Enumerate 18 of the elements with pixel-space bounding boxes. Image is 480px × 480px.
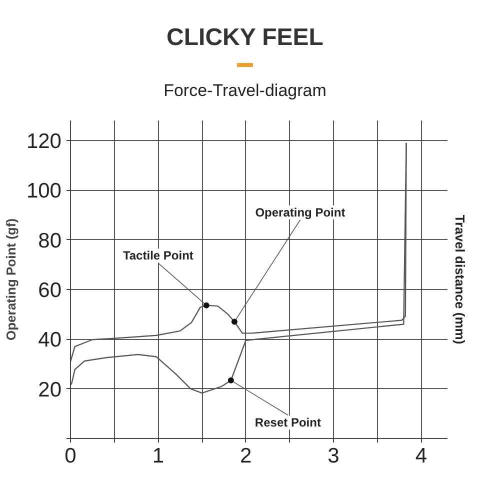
- annotation: Operating Point: [255, 205, 346, 220]
- x-tick-label: 1: [152, 444, 164, 468]
- chart-subtitle: Force-Travel-diagram: [162, 80, 328, 102]
- y-tick-label: 60: [38, 278, 62, 302]
- y-tick-label: 80: [38, 229, 62, 252]
- x-tick-label: 3: [328, 444, 340, 468]
- y-axis-title: Operating Point (gf): [3, 218, 18, 341]
- y-tick-label: 100: [26, 180, 62, 203]
- annotation: Tactile Point: [122, 248, 194, 263]
- chart-title: CLICKY FEEL: [166, 23, 324, 53]
- y2-axis-title: Travel distance (mm): [452, 214, 468, 344]
- annotation: Reset Point: [254, 416, 321, 430]
- x-tick-label: 4: [415, 444, 428, 468]
- y-tick-label: 20: [38, 378, 62, 402]
- y-tick-label: 120: [26, 130, 62, 153]
- y-tick-label: 40: [38, 328, 62, 352]
- x-tick-label: 0: [64, 444, 76, 468]
- x-tick-label: 2: [240, 444, 252, 468]
